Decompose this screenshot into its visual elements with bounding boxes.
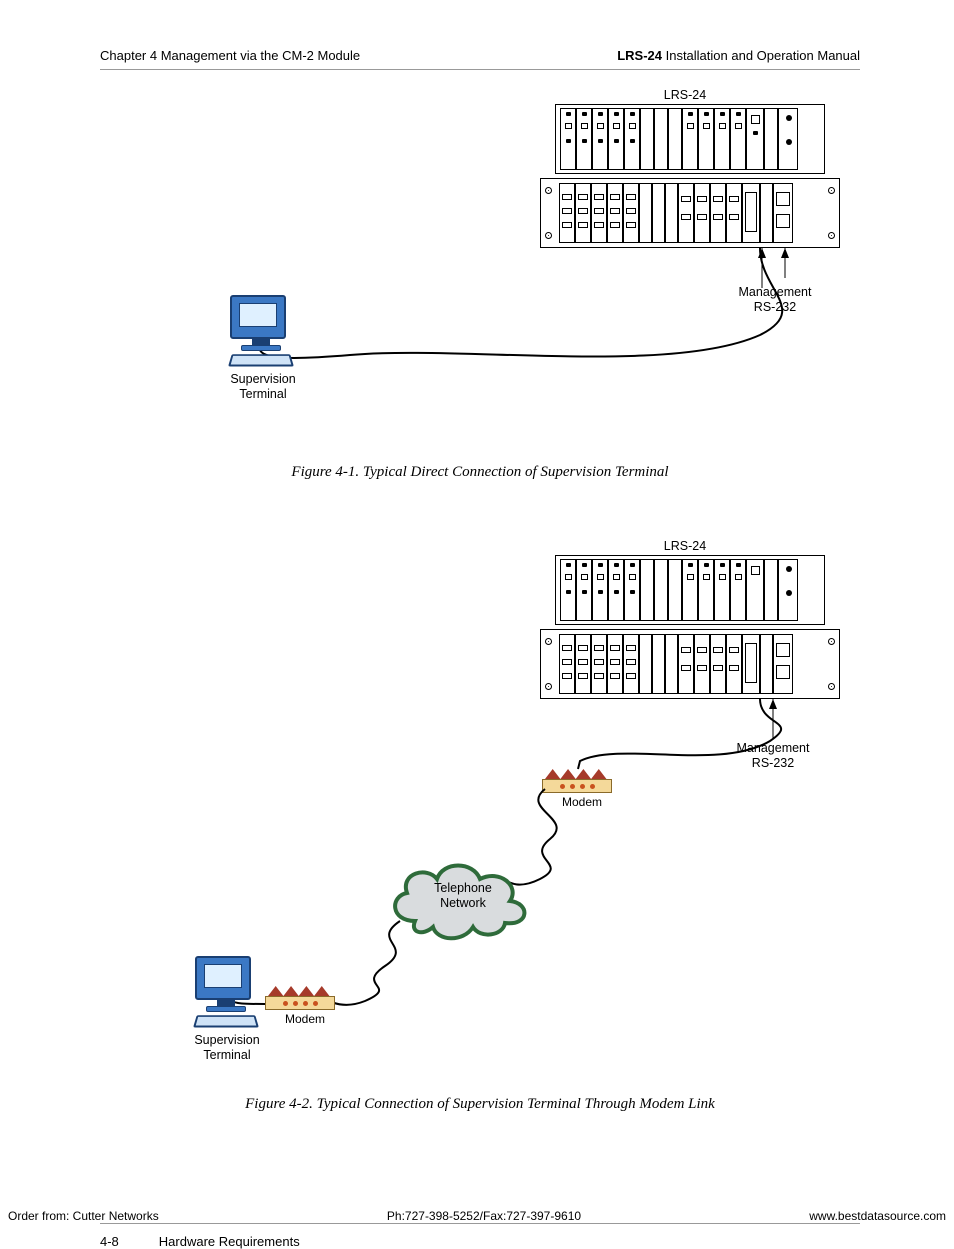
- figure-4-1-caption: Figure 4-1. Typical Direct Connection of…: [100, 464, 860, 481]
- order-left: Order from: Cutter Networks: [8, 1209, 159, 1223]
- header-right-bold: LRS-24: [617, 48, 662, 63]
- fig2-device-label: LRS-24: [655, 539, 715, 554]
- page-footer: 4-8 Hardware Requirements: [100, 1223, 860, 1249]
- fig1-cable: [200, 170, 840, 390]
- fig1-terminal-icon: [230, 295, 292, 367]
- fig1-terminal-label: Supervision Terminal: [218, 372, 308, 402]
- header-right-rest: Installation and Operation Manual: [662, 48, 860, 63]
- fig2-terminal-icon: [195, 956, 257, 1028]
- figure-4-2: LRS-24: [100, 531, 860, 1131]
- figure-4-1: LRS-24: [100, 70, 860, 460]
- fig1-term-l1: Supervision: [230, 372, 295, 386]
- page-header: Chapter 4 Management via the CM-2 Module…: [100, 48, 860, 70]
- fig2-term-l2: Terminal: [203, 1048, 250, 1062]
- footer-page-num: 4-8: [100, 1234, 119, 1249]
- fig1-term-l2: Terminal: [239, 387, 286, 401]
- fig2-term-l1: Supervision: [194, 1033, 259, 1047]
- fig1-chassis-upper: [555, 104, 825, 174]
- fig2-cable-a: [500, 621, 840, 791]
- order-line: Order from: Cutter Networks Ph:727-398-5…: [8, 1209, 946, 1223]
- fig2-chassis-upper: [555, 555, 825, 625]
- header-left: Chapter 4 Management via the CM-2 Module: [100, 48, 360, 63]
- fig2-terminal-label: Supervision Terminal: [182, 1033, 272, 1063]
- footer-section: Hardware Requirements: [159, 1234, 300, 1249]
- order-right: www.bestdatasource.com: [809, 1209, 946, 1223]
- header-right: LRS-24 Installation and Operation Manual: [617, 48, 860, 63]
- fig1-device-label: LRS-24: [655, 88, 715, 103]
- order-center: Ph:727-398-5252/Fax:727-397-9610: [387, 1209, 581, 1223]
